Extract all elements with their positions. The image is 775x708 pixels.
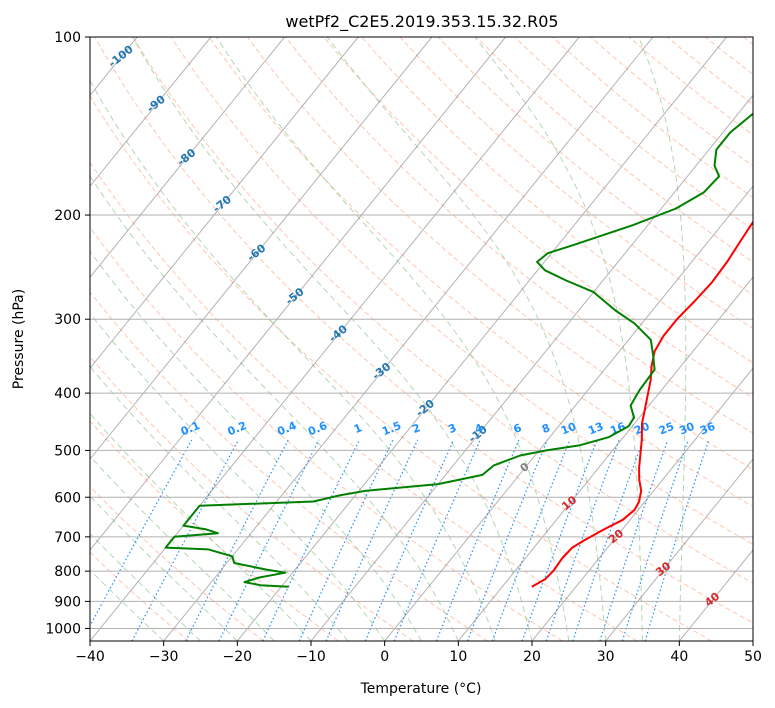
dry-adiabat [90,161,638,641]
mixing-ratio-label: 3 [446,421,458,436]
moist-adiabat [90,365,349,641]
isotherm-line [457,276,753,641]
mixing-ratio-label: 10 [559,420,578,438]
y-tick-label: 700 [54,530,81,546]
moist-adiabat [90,495,238,641]
mixing-ratio-line [621,439,689,641]
y-tick-label: 200 [54,208,81,224]
dry-adiabat [361,37,753,364]
dry-adiabat [90,95,712,641]
x-tick-label: 20 [523,649,541,665]
isotherm-line [90,37,506,551]
dry-adiabat [90,420,339,641]
y-axis-label: Pressure (hPa) [11,289,27,389]
moist-adiabat [90,532,201,641]
x-tick-label: 0 [380,649,389,665]
x-tick-label: 10 [449,649,467,665]
moist-adiabat [90,175,459,641]
isotherm-line [605,458,753,641]
moist-adiabat [638,37,687,641]
x-axis-label: Temperature (°C) [360,681,482,697]
mixing-ratio-line [185,439,289,641]
mixing-ratio-line [644,439,710,641]
axes: −40 −30 −20 −10 0 10 20 30 40 50 100 200 300 400 500 60… [45,30,762,665]
moist-adiabat [90,569,165,641]
mixing-ratio-line [262,439,360,641]
moist-adiabat [90,250,422,641]
plot-background [90,37,753,641]
y-tick-label: 500 [54,443,81,459]
x-tick-label: 50 [744,649,762,665]
dry-adiabat [514,37,753,230]
y-tick-label: 300 [54,312,81,328]
x-tick-label: −10 [296,649,326,665]
mixing-ratio-line [393,439,481,641]
mixing-ratio-label: 25 [657,420,676,438]
mixing-ratio-line [364,439,455,641]
mixing-ratio-line [572,439,644,641]
y-tick-label: 800 [54,564,81,580]
moist-adiabat [90,312,386,641]
dry-adiabat [208,37,753,508]
isotherm-line [90,37,285,279]
isotherm-line [163,37,654,641]
mixing-ratio-line [466,439,548,641]
x-tick-label: −30 [149,649,179,665]
moist-adiabat [326,37,607,641]
mixing-ratio-label: 13 [586,420,605,438]
mixing-ratio-line [218,439,320,641]
mixing-ratio-label: 2 [410,421,422,436]
isotherm-line [236,37,727,641]
moist-adiabat [132,37,533,641]
isotherm-line [90,37,433,460]
moist-adiabat [474,37,643,641]
plot-frame [89,36,754,642]
y-tick-label: 1000 [45,621,81,637]
x-tick-label: −40 [75,649,105,665]
mixing-ratio-line [599,439,669,641]
mixing-ratio-line [325,439,419,641]
isotherm-line [90,37,359,369]
y-tick-label: 600 [54,490,81,506]
mixing-ratio-line [435,439,520,641]
dry-adiabat [94,37,753,624]
mixing-ratio-label: 30 [677,420,696,438]
x-tick-label: −20 [223,649,253,665]
x-tick-label: 30 [597,649,615,665]
dry-adiabat [132,37,753,584]
chart-title: wetPf2_C2E5.2019.353.15.32.R05 [285,12,558,32]
x-tick-label: 40 [670,649,688,665]
mixing-ratio-line [131,439,239,641]
plot-area: -100-90-80-70-60-50-40-30-20-10010203040… [90,37,753,641]
dry-adiabat [285,37,753,434]
mixing-ratio-line [298,439,394,641]
mixing-ratio-label: 16 [608,420,627,438]
y-tick-label: 900 [54,594,81,610]
y-tick-label: 400 [54,386,81,402]
dry-adiabat [90,485,264,641]
y-tick-label: 100 [54,30,81,46]
dewpoint-line [164,112,753,588]
isotherm-line [531,367,753,641]
mixing-ratio-label: 1 [352,421,364,436]
isotherm-line [90,37,212,188]
mixing-ratio-label: 36 [698,420,717,438]
dry-adiabat [437,37,753,296]
mixing-ratio-label: 8 [540,421,552,436]
moist-adiabat [215,37,570,641]
isotherm-line [384,185,753,641]
dry-adiabat [90,355,414,641]
dry-adiabat [590,37,753,167]
isotherm-line [310,94,753,641]
